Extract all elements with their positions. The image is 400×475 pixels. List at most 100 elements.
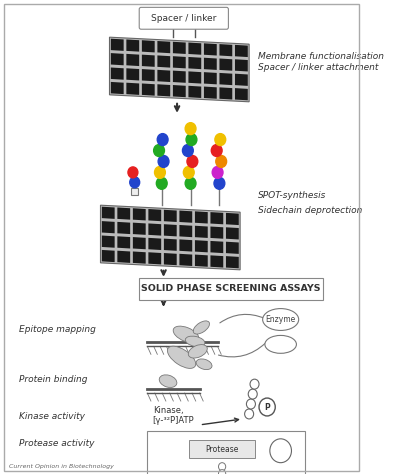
Circle shape	[182, 144, 193, 156]
Polygon shape	[148, 238, 161, 250]
Circle shape	[218, 463, 226, 471]
Polygon shape	[157, 41, 170, 53]
Polygon shape	[220, 58, 232, 71]
Polygon shape	[117, 251, 130, 263]
Circle shape	[250, 379, 259, 389]
Polygon shape	[204, 43, 217, 56]
Polygon shape	[133, 208, 146, 220]
Circle shape	[187, 155, 198, 167]
Polygon shape	[157, 70, 170, 82]
Polygon shape	[220, 44, 232, 57]
Polygon shape	[220, 73, 232, 85]
Polygon shape	[210, 227, 223, 239]
Polygon shape	[226, 256, 239, 268]
Ellipse shape	[173, 326, 199, 343]
FancyBboxPatch shape	[139, 278, 323, 300]
Circle shape	[130, 177, 140, 188]
Polygon shape	[188, 57, 201, 69]
Polygon shape	[188, 43, 201, 55]
Ellipse shape	[265, 335, 296, 353]
Polygon shape	[102, 250, 115, 262]
Polygon shape	[102, 236, 115, 248]
Circle shape	[245, 409, 254, 419]
Polygon shape	[142, 55, 155, 67]
Polygon shape	[148, 252, 161, 265]
Polygon shape	[188, 71, 201, 84]
Circle shape	[154, 144, 164, 156]
Polygon shape	[180, 210, 192, 223]
Polygon shape	[188, 86, 201, 98]
Circle shape	[185, 177, 196, 189]
Polygon shape	[164, 253, 177, 265]
Polygon shape	[235, 74, 248, 86]
Polygon shape	[173, 42, 186, 54]
Text: Kinase,: Kinase,	[153, 407, 183, 416]
Circle shape	[218, 470, 226, 475]
Ellipse shape	[168, 346, 196, 369]
Polygon shape	[220, 87, 232, 100]
Polygon shape	[164, 238, 177, 251]
Polygon shape	[100, 205, 240, 270]
Polygon shape	[126, 83, 139, 95]
Polygon shape	[111, 53, 124, 65]
Polygon shape	[111, 67, 124, 80]
Circle shape	[154, 166, 165, 178]
Polygon shape	[204, 58, 217, 70]
Polygon shape	[180, 225, 192, 237]
Polygon shape	[133, 223, 146, 235]
Polygon shape	[204, 86, 217, 99]
Circle shape	[215, 133, 226, 145]
Polygon shape	[226, 213, 239, 225]
Text: P: P	[264, 402, 270, 411]
Text: Spacer / linker: Spacer / linker	[151, 14, 216, 23]
Polygon shape	[180, 239, 192, 252]
FancyBboxPatch shape	[189, 440, 255, 458]
Polygon shape	[235, 45, 248, 57]
Polygon shape	[157, 56, 170, 67]
Circle shape	[259, 398, 275, 416]
Text: Spacer / linker attachment: Spacer / linker attachment	[258, 64, 378, 73]
Polygon shape	[195, 211, 208, 224]
Polygon shape	[126, 68, 139, 80]
Polygon shape	[142, 69, 155, 81]
Circle shape	[158, 155, 169, 167]
Polygon shape	[110, 37, 249, 102]
Polygon shape	[142, 40, 155, 52]
Circle shape	[185, 123, 196, 134]
Polygon shape	[164, 224, 177, 237]
Polygon shape	[148, 209, 161, 221]
Polygon shape	[173, 56, 186, 68]
Polygon shape	[164, 210, 177, 222]
Polygon shape	[102, 207, 115, 219]
Circle shape	[214, 177, 225, 189]
Circle shape	[248, 389, 257, 399]
Text: Current Opinion in Biotechnology: Current Opinion in Biotechnology	[8, 464, 114, 469]
Polygon shape	[117, 222, 130, 234]
Ellipse shape	[188, 344, 207, 358]
Text: Protease: Protease	[206, 445, 239, 454]
Polygon shape	[133, 237, 146, 249]
FancyBboxPatch shape	[139, 7, 228, 29]
Polygon shape	[111, 38, 124, 51]
Ellipse shape	[196, 359, 212, 370]
Text: SOLID PHASE SCREENING ASSAYS: SOLID PHASE SCREENING ASSAYS	[141, 284, 321, 293]
Ellipse shape	[159, 375, 177, 388]
Text: [γ-³²P]ATP: [γ-³²P]ATP	[153, 417, 194, 426]
Circle shape	[156, 177, 167, 189]
Text: Protease activity: Protease activity	[20, 439, 95, 448]
Ellipse shape	[193, 321, 210, 334]
Circle shape	[212, 166, 223, 178]
Circle shape	[157, 133, 168, 145]
Polygon shape	[173, 85, 186, 97]
Bar	[147, 431, 305, 475]
Polygon shape	[226, 227, 239, 239]
Polygon shape	[133, 251, 146, 264]
Polygon shape	[117, 208, 130, 219]
Polygon shape	[235, 88, 248, 100]
Polygon shape	[204, 72, 217, 85]
Polygon shape	[148, 223, 161, 236]
Polygon shape	[210, 241, 223, 253]
Polygon shape	[235, 59, 248, 71]
Text: Membrane functionalisation: Membrane functionalisation	[258, 52, 384, 61]
Polygon shape	[117, 236, 130, 248]
